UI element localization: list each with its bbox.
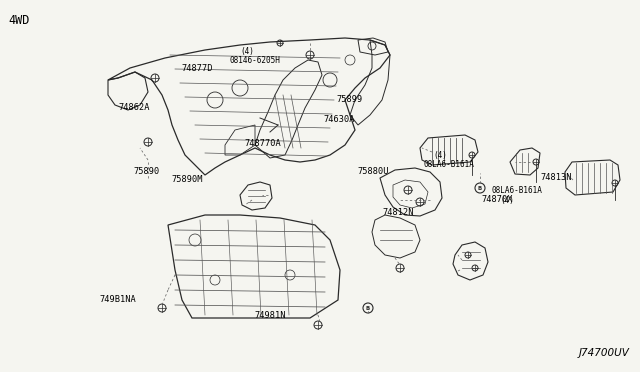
Text: (4): (4) [240, 47, 254, 56]
Text: 74630A: 74630A [323, 115, 355, 124]
Text: B: B [366, 305, 370, 311]
Text: 08146-6205H: 08146-6205H [229, 56, 280, 65]
Text: 75880U: 75880U [357, 167, 388, 176]
Text: B: B [478, 186, 482, 190]
Text: 749B1NA: 749B1NA [99, 295, 136, 304]
Text: 08LA6-B161A: 08LA6-B161A [491, 186, 542, 195]
Text: 74981N: 74981N [255, 311, 286, 320]
Text: (4): (4) [433, 151, 447, 160]
Text: (4): (4) [500, 196, 514, 205]
Text: 75890: 75890 [133, 167, 159, 176]
Text: 748770A: 748770A [244, 139, 281, 148]
Text: 75899: 75899 [336, 95, 362, 104]
Text: 74877D: 74877D [181, 64, 212, 73]
Text: J74700UV: J74700UV [579, 348, 630, 358]
Text: 75890M: 75890M [172, 175, 203, 184]
Text: 4WD: 4WD [8, 14, 29, 27]
Text: 74862A: 74862A [118, 103, 150, 112]
Text: 74813N: 74813N [541, 173, 572, 182]
Text: 74870X: 74870X [481, 195, 513, 203]
Text: 74812N: 74812N [383, 208, 414, 217]
Text: 08LA6-B161A: 08LA6-B161A [424, 160, 474, 169]
